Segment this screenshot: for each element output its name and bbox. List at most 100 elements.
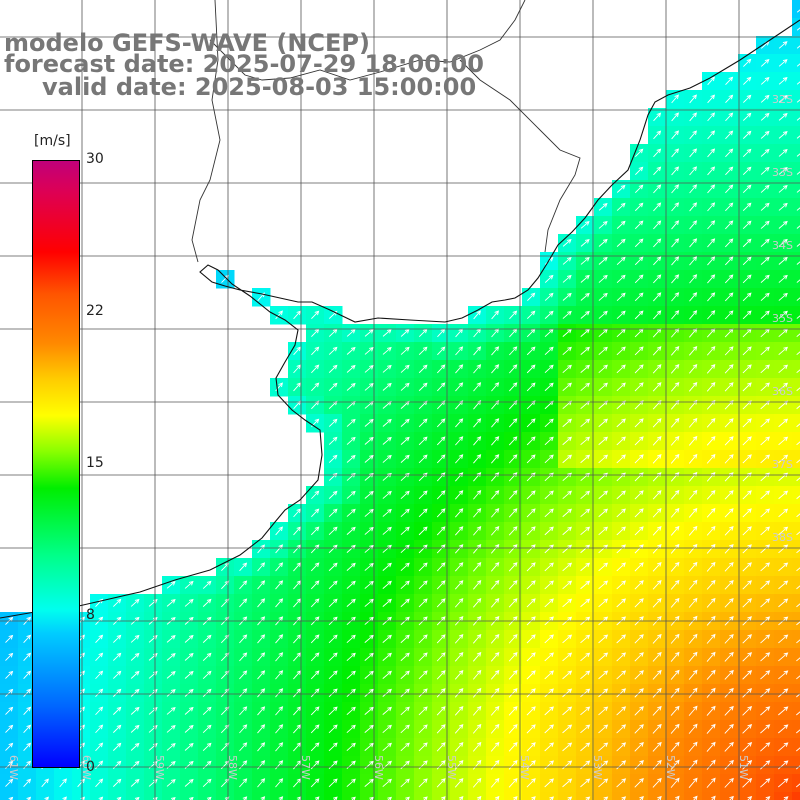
wind-arrow [130, 652, 140, 661]
wind-arrow [166, 778, 176, 787]
wind-arrow [328, 652, 338, 662]
wind-arrow [760, 652, 771, 662]
wind-arrow [729, 795, 734, 800]
wind-arrow [130, 688, 140, 697]
wind-arrow [202, 598, 212, 607]
wind-arrow [382, 526, 392, 535]
wind-arrow [598, 778, 609, 788]
wind-arrow [328, 436, 338, 445]
wind-arrow [562, 526, 573, 536]
wind-arrow [724, 759, 734, 770]
wind-arrow [634, 238, 644, 248]
colorbar-tick-0: 0 [86, 759, 95, 775]
wind-arrow [652, 597, 662, 608]
wind-arrow [777, 778, 789, 788]
wind-arrow [310, 724, 320, 734]
wind-arrow [239, 706, 248, 716]
wind-arrow [778, 562, 789, 572]
wind-arrow [778, 652, 789, 662]
wind-arrow [472, 705, 482, 716]
wind-arrow [580, 688, 591, 698]
wind-arrow [724, 723, 734, 734]
wind-arrow [491, 418, 500, 428]
wind-arrow [508, 472, 518, 482]
wind-arrow [508, 778, 518, 788]
wind-arrow [526, 742, 536, 752]
wind-arrow [130, 706, 140, 715]
speed-cell [216, 792, 235, 800]
wind-arrow [23, 706, 32, 715]
speed-cell [486, 792, 505, 800]
wind-arrow [418, 706, 428, 716]
wind-arrow [346, 688, 356, 698]
wind-arrow [689, 148, 697, 158]
speed-cell [792, 522, 800, 541]
wind-arrow [508, 562, 518, 572]
wind-arrow [490, 508, 500, 518]
wind-arrow [707, 310, 716, 320]
wind-arrow [707, 184, 716, 194]
speed-cell [792, 144, 800, 163]
wind-arrow [688, 381, 698, 392]
wind-arrow [346, 382, 356, 391]
wind-arrow [310, 652, 320, 662]
wind-arrow [472, 597, 482, 608]
wind-arrow [311, 346, 320, 356]
speed-cell [792, 216, 800, 235]
speed-cell [522, 792, 541, 800]
wind-arrow [382, 706, 392, 715]
wind-arrow [688, 579, 698, 590]
wind-arrow [328, 670, 338, 680]
speed-cell [342, 792, 361, 800]
speed-cell [792, 396, 800, 415]
wind-arrow [491, 310, 500, 320]
wind-arrow [634, 184, 644, 194]
wind-arrow [653, 166, 662, 176]
wind-arrow [346, 508, 356, 517]
speed-cell [612, 792, 631, 800]
wind-arrow [795, 765, 800, 770]
wind-arrow [275, 580, 284, 590]
wind-arrow [670, 507, 680, 518]
wind-arrow [796, 423, 800, 428]
wind-arrow [436, 418, 446, 428]
wind-arrow [508, 364, 518, 374]
wind-arrow [188, 796, 194, 800]
wind-arrow [166, 724, 176, 733]
wind-arrow [652, 633, 662, 644]
wind-arrow [634, 292, 644, 302]
wind-arrow [364, 742, 374, 751]
wind-arrow [796, 117, 800, 121]
wind-arrow [113, 724, 122, 733]
wind-arrow [454, 706, 464, 716]
wind-arrow [688, 453, 698, 464]
wind-arrow [400, 652, 410, 662]
wind-arrow [760, 580, 771, 590]
wind-arrow [598, 670, 609, 680]
wind-arrow [725, 76, 734, 86]
wind-arrow [796, 225, 800, 229]
wind-arrow [454, 688, 464, 698]
wind-arrow [23, 652, 32, 661]
wind-arrow [454, 526, 464, 536]
wind-arrow [526, 472, 536, 482]
wind-arrow [796, 459, 800, 464]
wind-arrow [760, 202, 770, 211]
wind-arrow [130, 670, 140, 679]
wind-arrow [382, 490, 392, 499]
wind-arrow [346, 490, 356, 499]
wind-arrow [275, 706, 284, 716]
wind-arrow [760, 238, 770, 247]
wind-arrow [580, 562, 591, 572]
wind-arrow [580, 472, 591, 482]
wind-arrow [796, 333, 800, 338]
wind-arrow [455, 382, 464, 392]
wind-arrow [257, 742, 266, 752]
wind-arrow [652, 723, 662, 734]
wind-arrow [364, 760, 374, 769]
wind-arrow [742, 166, 752, 175]
speed-cell [594, 792, 613, 800]
speed-cell [414, 792, 433, 800]
wind-arrow [202, 724, 212, 733]
wind-arrow [23, 688, 32, 697]
